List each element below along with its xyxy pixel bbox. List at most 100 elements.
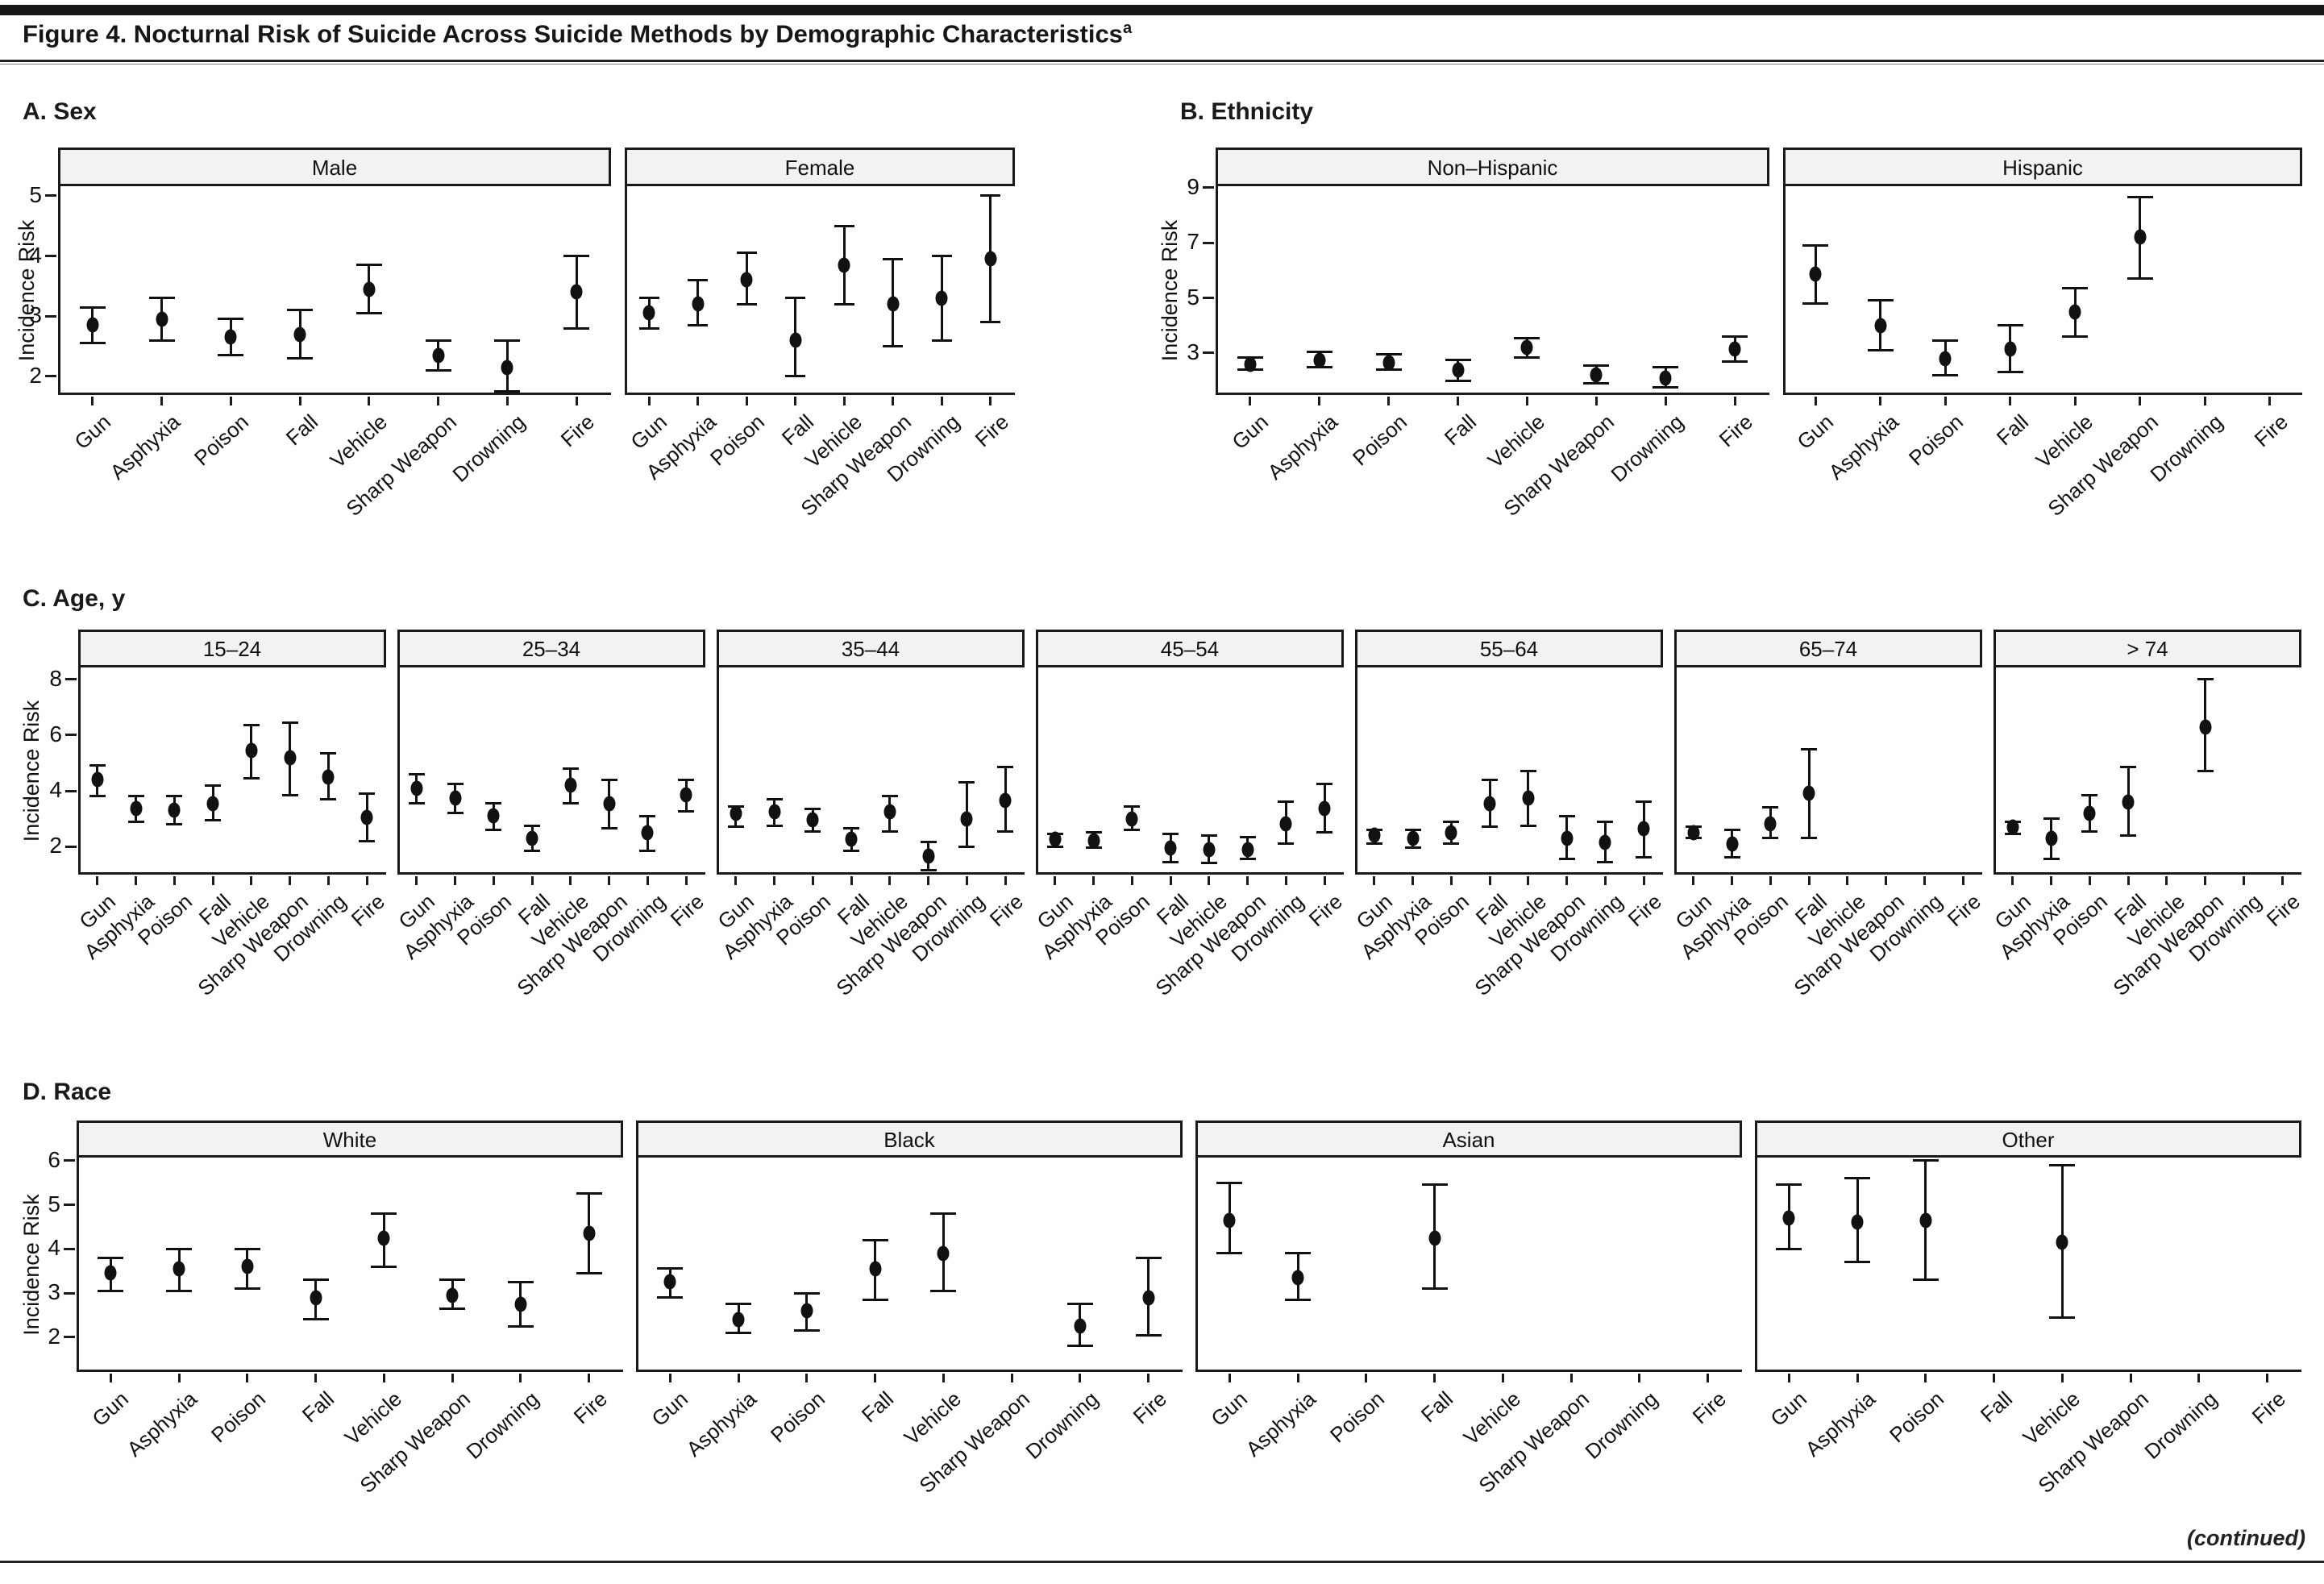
error-bar-cap-top — [562, 767, 579, 770]
x-tick-mark — [1769, 876, 1772, 885]
error-bar-cap-top — [793, 1291, 820, 1295]
x-tick-mark — [437, 397, 440, 405]
error-bar-cap-top — [1216, 1181, 1243, 1184]
data-point — [168, 802, 181, 818]
error-bar-cap-bottom — [1135, 1333, 1162, 1337]
x-tick-label: Fire — [1942, 889, 1986, 932]
error-bar-cap-top — [997, 766, 1014, 769]
plot-area — [58, 186, 611, 395]
error-bar-cap-top — [1653, 365, 1679, 368]
data-point — [960, 811, 973, 827]
x-tick-mark — [668, 1374, 671, 1382]
x-tick-mark — [1501, 1374, 1504, 1382]
x-tick-label: Drowning — [2139, 1387, 2222, 1464]
x-tick-mark — [1147, 1374, 1150, 1382]
x-tick-mark — [874, 1374, 877, 1382]
error-bar-cap-bottom — [89, 795, 106, 798]
error-bar-cap-top — [1421, 1183, 1448, 1187]
error-bar-cap-top — [507, 1280, 534, 1283]
x-tick-mark — [794, 397, 797, 405]
top-rule — [0, 5, 2324, 15]
error-bar-cap-top — [1200, 834, 1217, 837]
data-point — [1726, 836, 1739, 852]
error-bar-cap-bottom — [1366, 842, 1382, 846]
x-tick-label: Fire — [970, 410, 1013, 452]
x-tick-mark — [696, 397, 700, 405]
error-bar-cap-top — [1520, 770, 1536, 773]
error-bar-cap-top — [1066, 1303, 1093, 1306]
data-point — [984, 251, 997, 267]
x-tick-mark — [289, 876, 292, 885]
error-bar-cap-bottom — [1776, 1247, 1802, 1250]
x-tick-label: Drowning — [1606, 410, 1689, 487]
error-bar-cap-top — [2081, 793, 2098, 796]
error-bar-cap-bottom — [958, 845, 975, 848]
plot-area — [1783, 186, 2302, 395]
panel-header: 25–34 — [397, 630, 705, 667]
y-tick-mark — [1203, 241, 1214, 244]
data-point — [1074, 1318, 1087, 1334]
data-point — [1407, 830, 1420, 846]
x-tick-mark — [1961, 876, 1964, 885]
plot-area — [1993, 667, 2301, 875]
error-bar-cap-top — [485, 802, 502, 805]
error-bar-cap-bottom — [1801, 837, 1818, 840]
data-point — [526, 830, 538, 846]
data-point — [322, 769, 335, 785]
data-point — [732, 1312, 745, 1328]
x-tick-mark — [1638, 1374, 1641, 1382]
panel-header: Hispanic — [1783, 148, 2302, 186]
x-tick-mark — [1365, 1374, 1368, 1382]
x-tick-label: Drowning — [1580, 1387, 1662, 1464]
error-bar-cap-top — [862, 1238, 888, 1241]
data-point — [1802, 785, 1815, 801]
error-bar-cap-top — [881, 795, 898, 798]
data-point — [1452, 362, 1465, 378]
x-tick-label: Fire — [1303, 889, 1348, 932]
x-tick-mark — [2197, 1374, 2201, 1382]
data-point — [1561, 830, 1574, 846]
x-tick-mark — [91, 397, 94, 405]
error-bar-cap-top — [127, 795, 144, 798]
data-point — [1520, 339, 1533, 355]
x-tick-label: Asphyxia — [1800, 1387, 1881, 1461]
error-bar-cap-bottom — [1316, 831, 1333, 834]
data-point — [2004, 341, 2017, 357]
x-tick-label: Fire — [2247, 1387, 2290, 1429]
error-bar-cap-top — [1723, 828, 1740, 831]
error-bar-cap-bottom — [302, 1318, 329, 1321]
y-tick-label: 5 — [48, 1191, 60, 1216]
x-tick-label: Drowning — [461, 1387, 543, 1464]
error-bar-cap-top — [1514, 336, 1540, 339]
error-bar-cap-top — [524, 824, 541, 827]
y-tick-mark — [1203, 297, 1214, 300]
error-bar-cap-top — [1278, 800, 1295, 804]
error-bar-cap-bottom — [576, 1271, 602, 1274]
error-bar-cap-top — [931, 255, 952, 258]
error-bar-cap-top — [1316, 782, 1333, 785]
plot-area — [1216, 186, 1769, 395]
error-bar-cap-top — [1583, 364, 1610, 367]
error-bar-cap-top — [766, 797, 783, 800]
y-tick-label: 9 — [1187, 173, 1199, 199]
data-point — [1874, 318, 1887, 334]
error-bar-cap-top — [1124, 804, 1141, 808]
x-tick-mark — [173, 876, 176, 885]
figure-title-text: Figure 4. Nocturnal Risk of Suicide Acro… — [23, 19, 1123, 48]
error-bar-cap-bottom — [678, 810, 695, 813]
error-bar-cap-top — [281, 721, 298, 724]
x-tick-mark — [1731, 876, 1734, 885]
error-bar-cap-bottom — [980, 321, 1001, 324]
x-tick-mark — [2266, 1374, 2269, 1382]
error-bar-cap-bottom — [601, 827, 617, 830]
error-bar-cap-bottom — [804, 829, 821, 833]
error-bar-cap-bottom — [320, 797, 337, 800]
x-tick-mark — [365, 876, 368, 885]
x-tick-mark — [1318, 397, 1321, 405]
x-tick-label: Fire — [1687, 1387, 1731, 1429]
panel-header: 15–24 — [78, 630, 386, 667]
x-tick-mark — [519, 1374, 522, 1382]
x-tick-mark — [160, 397, 164, 405]
error-bar-cap-top — [1085, 831, 1102, 834]
